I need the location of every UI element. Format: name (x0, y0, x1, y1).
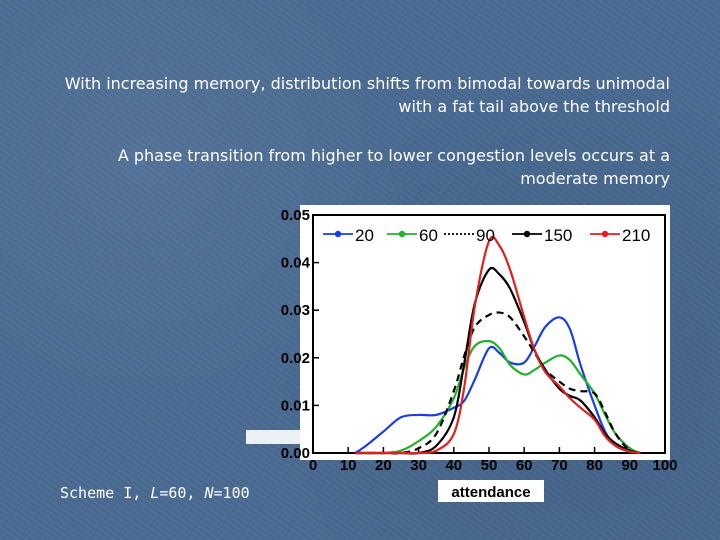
x-tick-label: 0 (309, 457, 317, 474)
x-axis-label: attendance (451, 484, 530, 501)
caption: Scheme I, L=60, N=100 (60, 484, 250, 502)
legend: 20 60 90 150 210 (323, 226, 650, 245)
legend-label-210: 210 (622, 226, 650, 245)
caption-N-value: =100 (213, 484, 250, 502)
series-lines (354, 235, 641, 455)
legend-label-60: 60 (419, 226, 438, 245)
series-line-90 (355, 311, 641, 455)
y-tick-label: 0.01 (281, 397, 310, 414)
legend-label-90: 90 (476, 226, 495, 245)
bullet-text-phase-transition: A phase transition from higher to lower … (117, 146, 670, 188)
left-strip-background (246, 430, 476, 444)
y-tick-label: 0.04 (281, 255, 311, 272)
legend-marker-60 (398, 230, 406, 238)
x-tick-label: 70 (551, 457, 568, 474)
y-tick-label: 0.03 (281, 302, 310, 319)
x-tick-label: 80 (586, 457, 603, 474)
series-line-20 (354, 316, 641, 455)
x-tick-label: 40 (445, 457, 462, 474)
legend-label-150: 150 (544, 226, 572, 245)
x-tick-label: 100 (652, 457, 677, 474)
x-tick-label: 90 (621, 457, 638, 474)
legend-marker-210 (601, 230, 609, 238)
xlabel-background (438, 480, 544, 502)
series-line-60 (355, 339, 641, 455)
x-tick-label: 50 (481, 457, 498, 474)
caption-N-symbol: N (204, 484, 214, 502)
caption-prefix: Scheme I, (60, 484, 151, 502)
axis-ticks: 0 10 20 30 40 50 60 70 80 90 100 0.00 0.01 0.02 0.03 0.… (281, 207, 678, 474)
y-tick-label: 0.02 (281, 350, 310, 367)
x-tick-label: 60 (516, 457, 533, 474)
x-tick-label: 30 (410, 457, 427, 474)
x-tick-label: 10 (340, 457, 357, 474)
x-tick-label: 20 (375, 457, 392, 474)
caption-L-symbol: L (150, 484, 160, 502)
y-tick-label: 0.00 (281, 445, 310, 462)
y-tick-label: 0.05 (281, 207, 310, 224)
legend-marker-20 (334, 230, 342, 238)
legend-label-20: 20 (355, 226, 374, 245)
caption-L-value: =60, (159, 484, 205, 502)
bullet-text-memory-shift: With increasing memory, distribution shi… (64, 74, 670, 116)
series-line-210 (355, 235, 641, 455)
legend-marker-150 (523, 230, 531, 238)
